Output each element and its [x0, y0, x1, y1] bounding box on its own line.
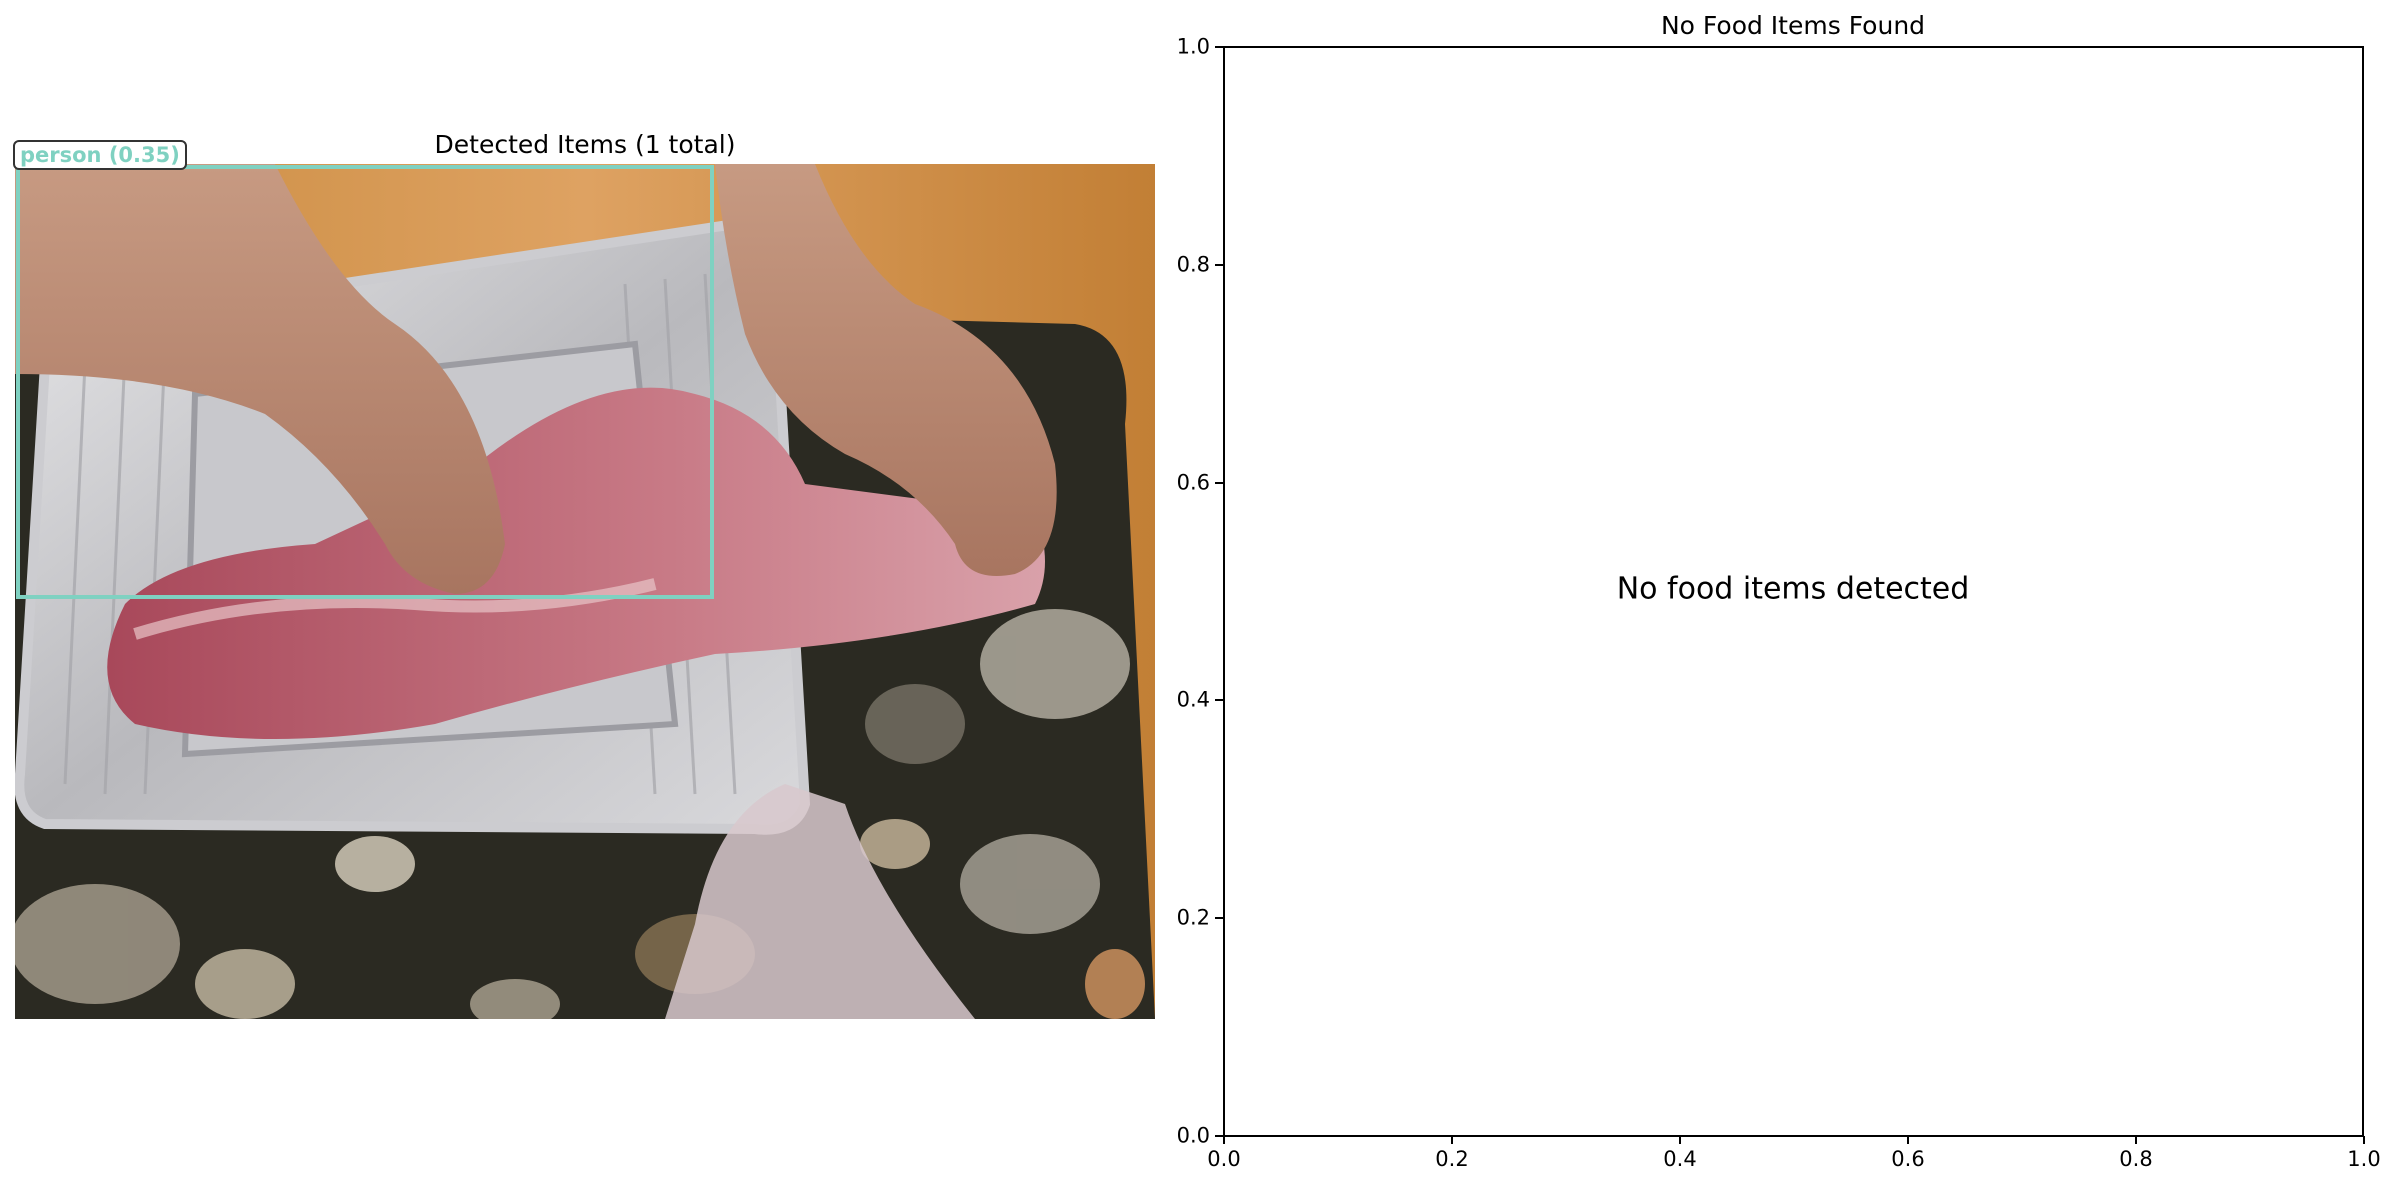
y-tick-mark [1215, 1135, 1223, 1137]
empty-axes [1223, 46, 2364, 1137]
y-tick-mark [1215, 481, 1223, 484]
x-tick-label: 0.0 [1207, 1147, 1241, 1171]
no-food-message: No food items detected [1616, 571, 1970, 607]
y-tick-label: 0.4 [1176, 687, 1210, 712]
y-tick-label: 0.2 [1176, 905, 1210, 930]
x-tick-mark [1907, 1136, 1909, 1144]
x-tick-label: 1.0 [2347, 1147, 2381, 1171]
y-tick-mark [1215, 46, 1223, 48]
x-tick-mark [1223, 1136, 1225, 1144]
x-tick-mark [2135, 1136, 2137, 1144]
y-tick-label: 0.0 [1176, 1123, 1210, 1148]
y-tick-mark [1215, 699, 1223, 702]
photo-illustration [15, 164, 1155, 1019]
y-tick-label: 1.0 [1176, 34, 1210, 59]
x-tick-label: 0.6 [1891, 1147, 1925, 1171]
y-tick-label: 0.6 [1176, 470, 1210, 495]
x-tick-mark [1451, 1136, 1453, 1144]
detection-label: person (0.35) [13, 140, 187, 171]
detection-photo [15, 164, 1155, 1019]
x-tick-mark [2363, 1136, 2365, 1144]
x-tick-mark [1679, 1136, 1681, 1144]
x-tick-label: 0.4 [1663, 1147, 1697, 1171]
x-tick-label: 0.8 [2119, 1147, 2153, 1171]
no-food-title: No Food Items Found [1660, 11, 1926, 40]
y-tick-mark [1215, 917, 1223, 920]
detected-items-title: Detected Items (1 total) [434, 130, 736, 159]
detection-bounding-box [16, 165, 714, 599]
x-tick-label: 0.2 [1435, 1147, 1469, 1171]
y-tick-mark [1215, 263, 1223, 266]
y-tick-label: 0.8 [1176, 252, 1210, 277]
